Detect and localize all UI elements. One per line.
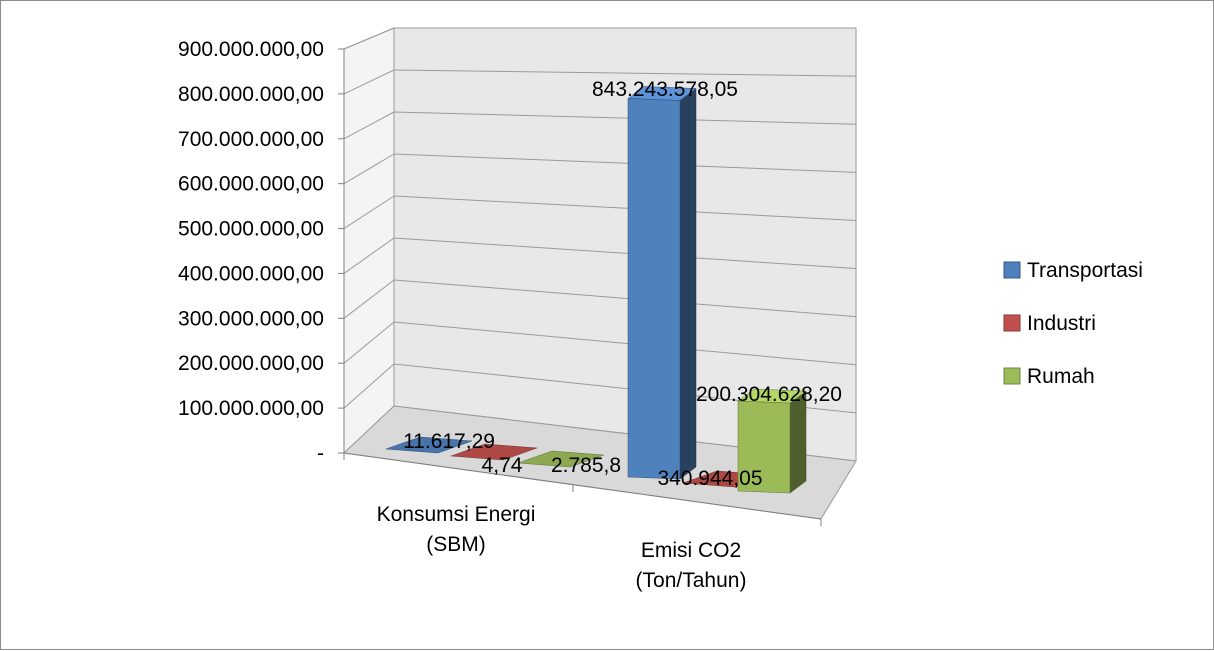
- y-tick-label: 700.000.000,00: [178, 128, 324, 151]
- legend-swatch: [1003, 261, 1021, 279]
- gridline-side: [343, 153, 395, 185]
- gridline: [393, 279, 857, 318]
- x-category-label: Emisi CO2: [641, 539, 741, 562]
- bars: [385, 86, 807, 494]
- y-tick-label: 800.000.000,00: [178, 83, 324, 106]
- data-label: 4,74: [482, 454, 523, 477]
- data-label: 2.785,8: [551, 454, 621, 477]
- chart-side-wall: [343, 27, 395, 455]
- gridline: [393, 69, 857, 77]
- bar-rumah-1: [517, 450, 605, 468]
- x-axis: Konsumsi Energi (SBM) Emisi CO2 (Ton/Tahun): [343, 452, 822, 592]
- bar-transportasi-2: [627, 86, 697, 480]
- data-label: 200.304.628,20: [696, 383, 842, 406]
- legend-label: Rumah: [1027, 365, 1095, 388]
- gridline: [393, 237, 857, 270]
- x-category-label: (SBM): [426, 533, 486, 556]
- y-tick-label: 900.000.000,00: [178, 38, 324, 61]
- y-tick-label: 400.000.000,00: [178, 262, 324, 285]
- y-axis-ticks: - 100.000.000,00 200.000.000,00 300.000.000…: [178, 38, 345, 465]
- gridline-side: [343, 279, 395, 319]
- y-tick-label: 600.000.000,00: [178, 173, 324, 196]
- x-category-label: Konsumsi Energi: [377, 503, 536, 526]
- data-labels: 11.617,29 843.243.578,05 4,74 340.944,05 2.7…: [403, 78, 842, 490]
- legend-swatch: [1003, 314, 1021, 332]
- y-tick-label: 200.000.000,00: [178, 352, 324, 375]
- gridline-side: [343, 69, 395, 95]
- bar-transportasi-1: [385, 436, 473, 454]
- gridline: [393, 321, 857, 366]
- data-label: 843.243.578,05: [592, 78, 738, 101]
- legend-swatch: [1003, 367, 1021, 385]
- y-tick-label: 100.000.000,00: [178, 397, 324, 420]
- legend-label: Transportasi: [1027, 259, 1143, 282]
- gridlines: [343, 27, 857, 414]
- x-axis-line: [343, 452, 822, 520]
- gridline-side: [343, 321, 395, 364]
- gridline-side: [343, 195, 395, 229]
- y-tick-label: -: [317, 442, 324, 465]
- gridline-side: [343, 27, 395, 50]
- gridline-side: [343, 111, 395, 140]
- bar-industri-1: [450, 443, 538, 461]
- data-label: 11.617,29: [403, 430, 495, 453]
- data-label: 340.944,05: [657, 467, 762, 490]
- y-tick-label: 300.000.000,00: [178, 307, 324, 330]
- y-tick-label: 500.000.000,00: [178, 218, 324, 241]
- legend-label: Industri: [1027, 312, 1096, 335]
- gridline: [393, 153, 857, 173]
- gridline-side: [343, 237, 395, 274]
- bar-rumah-2: [737, 388, 807, 494]
- gridline-side: [343, 363, 395, 409]
- gridline: [393, 111, 857, 125]
- gridline: [393, 195, 857, 221]
- x-category-label: (Ton/Tahun): [636, 569, 747, 592]
- legend: Transportasi Industri Rumah: [1003, 259, 1143, 388]
